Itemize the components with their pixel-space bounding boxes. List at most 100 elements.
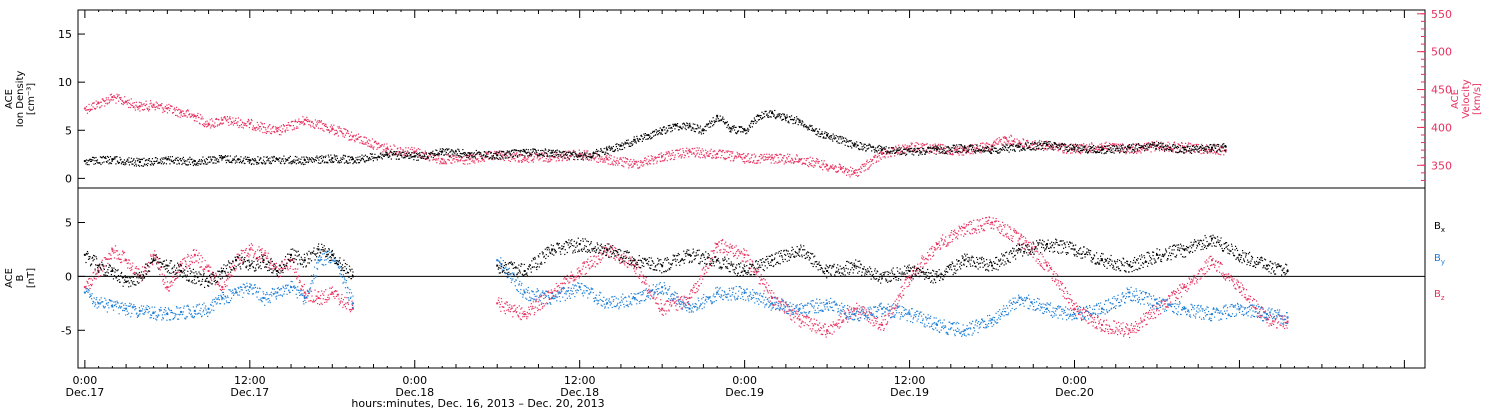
velocity-series-texture-dot [85, 106, 88, 108]
velocity-series-texture-dot [753, 153, 755, 155]
bz-series-texture-dot [223, 281, 226, 283]
ion-density-series-texture-dot [1213, 145, 1216, 147]
velocity-series-texture-dot [380, 145, 382, 147]
ion-density-series-texture-dot [907, 149, 909, 151]
bz-series-texture-dot [164, 287, 166, 289]
velocity-series-texture-dot [220, 122, 222, 124]
velocity-series-texture-dot [243, 124, 245, 126]
velocity-series-texture-dot [986, 143, 988, 145]
ion-density-series-texture-dot [223, 156, 225, 158]
ion-density-series-texture-dot [925, 152, 927, 154]
ion-density-series-texture-dot [889, 151, 891, 153]
ion-density-series-texture-dot [128, 164, 131, 166]
ion-density-series-texture-dot [703, 129, 706, 131]
ion-density-series-texture-dot [1004, 149, 1006, 151]
velocity-series-texture-dot [903, 145, 905, 148]
ion-density-series-texture-dot [330, 159, 332, 161]
ion-density-series-texture-dot [291, 162, 293, 164]
ion-density-series-texture-dot [1052, 144, 1054, 146]
ion-density-series-texture-dot [1082, 146, 1084, 148]
velocity-series-texture-dot [871, 160, 873, 163]
ion-density-series-texture-dot [1154, 145, 1156, 148]
ion-density-series-texture-dot [956, 144, 958, 146]
ion-density-series-texture-dot [1038, 141, 1040, 143]
bz-series-texture-dot [113, 257, 116, 259]
velocity-series-texture-dot [962, 150, 964, 152]
velocity-series-texture-dot [917, 148, 919, 151]
ion-density-series-texture-dot [1162, 143, 1164, 145]
velocity-series-texture-dot [628, 165, 630, 167]
ion-density-series-texture-dot [947, 145, 949, 148]
velocity-series-texture-dot [1192, 150, 1195, 153]
ion-density-series-texture-dot [987, 145, 989, 148]
velocity-series-texture-dot [130, 98, 132, 100]
ion-density-series-texture-dot [463, 152, 465, 154]
ion-density-series-texture-dot [1118, 147, 1120, 149]
velocity-series-texture-dot [123, 101, 125, 103]
ion-density-series-texture-dot [419, 154, 421, 156]
velocity-series-texture-dot [1097, 148, 1100, 151]
ion-density-series-texture-dot [609, 149, 611, 151]
ion-density-series-texture-dot [330, 154, 332, 156]
ion-density-series-texture-dot [1151, 143, 1154, 145]
ion-density-series-texture-dot [1211, 149, 1213, 151]
bz-series-texture-dot [114, 252, 116, 254]
ion-density-series-texture-dot [450, 150, 452, 153]
velocity-series-texture-dot [522, 158, 524, 161]
velocity-series-point [468, 158, 471, 161]
velocity-series-texture-dot [602, 159, 604, 161]
bz-series-texture-dot [107, 258, 109, 260]
ion-density-series-texture-dot [700, 131, 702, 133]
velocity-series-texture-dot [223, 116, 226, 118]
velocity-series-texture-dot [881, 151, 883, 153]
velocity-series-texture-dot [898, 144, 900, 146]
ion-density-series-texture-dot [1171, 145, 1174, 147]
ion-density-series-texture-dot [91, 159, 93, 161]
ion-density-series-texture-dot [1017, 146, 1019, 148]
bz-series-texture-dot [250, 247, 252, 249]
velocity-series-texture-dot [234, 119, 237, 121]
ion-density-series-texture-dot [171, 160, 173, 163]
ion-density-series-texture-dot [641, 135, 643, 138]
velocity-series-texture-dot [346, 129, 349, 132]
velocity-series-texture-dot [982, 145, 984, 148]
velocity-series-texture-dot [832, 164, 834, 166]
panel1-right-axis-label-line: [km/s] [1472, 83, 1483, 115]
velocity-series-texture-dot [704, 157, 706, 159]
ion-density-series-texture-dot [849, 140, 851, 142]
ion-density-series-texture-dot [104, 157, 106, 159]
ion-density-series-texture-dot [784, 115, 786, 117]
velocity-series-texture-dot [541, 156, 543, 159]
velocity-series-texture-dot [318, 122, 320, 124]
ion-density-series-texture-dot [1144, 144, 1146, 147]
ion-density-series-texture-dot [1137, 143, 1140, 145]
ion-density-series-texture-dot [851, 147, 853, 149]
ion-density-series-texture-dot [962, 149, 964, 151]
ion-density-series-texture-dot [284, 162, 286, 164]
velocity-series-texture-dot [988, 147, 990, 149]
velocity-series-texture-dot [93, 102, 95, 104]
velocity-series-texture-dot [236, 124, 239, 126]
bz-series-texture-dot [133, 273, 135, 275]
ion-density-series-texture-dot [702, 132, 705, 135]
velocity-series-texture-dot [658, 156, 660, 158]
bz-series-texture-dot [132, 262, 134, 264]
bz-series-texture-dot [127, 267, 129, 269]
velocity-series-texture-dot [565, 157, 567, 159]
ion-density-series-texture-dot [548, 149, 550, 151]
ion-density-series-texture-dot [735, 126, 737, 128]
velocity-series-texture-dot [514, 160, 516, 162]
ion-density-series-texture-dot [742, 127, 744, 130]
velocity-series-texture-dot [482, 158, 484, 160]
ion-density-series-texture-dot [99, 162, 101, 164]
ion-density-series-texture-dot [331, 160, 333, 162]
velocity-series-texture-dot [333, 134, 335, 136]
velocity-series-texture-dot [532, 158, 534, 161]
bz-series-texture-dot [142, 277, 144, 279]
ion-density-series-texture-dot [554, 151, 556, 153]
ion-density-series-texture-dot [402, 157, 404, 159]
ion-density-series-texture-dot [988, 149, 990, 151]
bz-series-texture-dot [169, 285, 172, 287]
ion-density-series-texture-dot [1157, 142, 1160, 144]
ion-density-series-texture-dot [992, 145, 994, 147]
